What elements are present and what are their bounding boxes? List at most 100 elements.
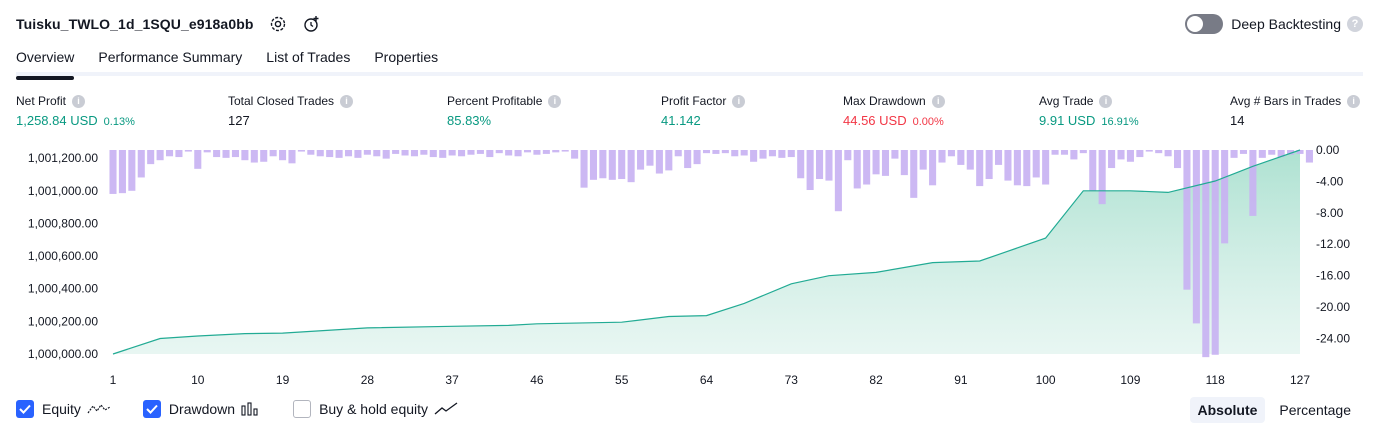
info-icon[interactable]: i	[548, 94, 562, 108]
tab-performance-summary[interactable]: Performance Summary	[98, 49, 243, 65]
mode-absolute[interactable]: Absolute	[1189, 397, 1266, 423]
metric-label: Avg # Bars in Trades	[1230, 94, 1342, 108]
help-icon[interactable]: ?	[1347, 16, 1363, 32]
drawdown-bar	[552, 150, 560, 153]
deep-backtesting-toggle[interactable]	[1185, 14, 1224, 34]
x-axis-tick-label: 91	[954, 373, 968, 387]
x-axis-tick-label: 73	[785, 373, 799, 387]
equity-checkbox[interactable]	[16, 400, 34, 418]
metric-value: 85.83%	[447, 113, 492, 128]
drawdown-bar	[241, 150, 249, 161]
drawdown-bar	[448, 150, 456, 156]
legend-drawdown[interactable]: Drawdown	[142, 400, 261, 418]
drawdown-bar	[806, 150, 814, 191]
x-axis-tick-label: 1	[110, 373, 117, 387]
drawdown-bar	[486, 150, 494, 158]
plot-area	[109, 149, 1313, 358]
drawdown-bar	[429, 150, 437, 158]
drawdown-bar	[787, 150, 795, 158]
drawdown-bar	[1145, 150, 1153, 152]
drawdown-bar	[1089, 150, 1097, 191]
drawdown-bar	[156, 150, 164, 161]
right-axis-tick-label: -16.00	[1316, 269, 1350, 283]
drawdown-bar	[316, 150, 324, 157]
left-axis-tick-label: 1,001,000.00	[28, 184, 98, 198]
value-mode-switch: Absolute Percentage	[1184, 397, 1360, 423]
buy-hold-checkbox[interactable]	[293, 400, 312, 418]
drawdown-bar	[684, 150, 692, 169]
drawdown-bar	[655, 150, 663, 174]
equity-drawdown-chart[interactable]: 1,000,000.00 1,000,200.00 1,000,400.00 1,00…	[0, 140, 1379, 390]
tab-list-of-trades[interactable]: List of Trades	[266, 49, 351, 65]
mode-percentage[interactable]: Percentage	[1279, 402, 1351, 418]
drawdown-bar	[147, 150, 155, 165]
drawdown-bar	[307, 150, 315, 155]
drawdown-bar	[966, 150, 974, 170]
x-axis-tick-label: 82	[869, 373, 883, 387]
drawdown-bar	[816, 150, 824, 180]
drawdown-bar	[382, 150, 390, 159]
drawdown-bar	[1221, 150, 1229, 244]
equity-line-icon	[87, 402, 111, 416]
drawdown-bar	[137, 150, 145, 178]
metric-label: Avg Trade	[1039, 94, 1094, 108]
drawdown-bar	[1098, 150, 1106, 205]
x-axis-tick-label: 55	[615, 373, 629, 387]
buy-hold-line-icon	[434, 402, 458, 416]
right-axis-tick-label: 0.00	[1316, 143, 1340, 157]
drawdown-bar	[1183, 150, 1191, 290]
drawdown-bar	[608, 150, 616, 180]
drawdown-bar	[1155, 150, 1163, 154]
drawdown-bar	[637, 150, 645, 170]
drawdown-bar	[929, 150, 937, 186]
drawdown-bar	[250, 150, 258, 163]
left-axis-tick-label: 1,000,000.00	[28, 347, 98, 361]
drawdown-bar	[1268, 150, 1276, 155]
drawdown-bar	[900, 150, 908, 176]
metric-value: 41.142	[661, 113, 701, 128]
drawdown-bar	[420, 150, 428, 155]
drawdown-bar	[618, 150, 626, 180]
drawdown-bar	[1211, 150, 1219, 355]
info-icon[interactable]: i	[732, 94, 746, 108]
drawdown-bar	[495, 150, 503, 154]
drawdown-bar	[1051, 150, 1059, 155]
tab-bar: Overview Performance Summary List of Tra…	[16, 44, 1363, 80]
drawdown-bar	[260, 150, 268, 162]
metric-value: 1,258.84 USD	[16, 113, 98, 128]
left-axis-tick-label: 1,000,200.00	[28, 314, 98, 328]
header: Tuisku_TWLO_1d_1SQU_e918a0bb	[16, 12, 322, 36]
tab-overview[interactable]: Overview	[16, 44, 75, 80]
drawdown-bar	[288, 150, 296, 164]
info-icon[interactable]: i	[72, 94, 86, 108]
deep-backtesting: Deep Backtesting ?	[1185, 14, 1363, 34]
info-icon[interactable]: i	[1099, 94, 1113, 108]
add-alert-icon[interactable]	[302, 14, 322, 34]
drawdown-bar	[354, 150, 362, 158]
gear-icon[interactable]	[268, 14, 288, 34]
legend-equity[interactable]: Equity	[16, 400, 111, 418]
left-axis-tick-label: 1,001,200.00	[28, 151, 98, 165]
drawdown-bar	[627, 150, 635, 183]
drawdown-bar	[891, 150, 899, 159]
info-icon[interactable]: i	[931, 94, 945, 108]
metric-label: Profit Factor	[661, 94, 727, 108]
info-icon[interactable]: i	[340, 94, 354, 108]
drawdown-bar	[646, 150, 654, 166]
drawdown-bar	[1023, 150, 1031, 187]
drawdown-checkbox[interactable]	[142, 400, 161, 418]
metric-value: 44.56 USD	[843, 113, 907, 128]
x-axis-tick-label: 10	[191, 373, 205, 387]
drawdown-bar	[721, 150, 729, 154]
right-axis-tick-label: -8.00	[1316, 206, 1344, 220]
drawdown-bar	[184, 150, 192, 152]
drawdown-bar	[1117, 150, 1125, 160]
tab-properties[interactable]: Properties	[374, 49, 439, 65]
drawdown-bar	[844, 150, 852, 161]
drawdown-bar	[458, 150, 466, 157]
info-icon[interactable]: i	[1347, 94, 1361, 108]
legend-buy-hold[interactable]: Buy & hold equity	[293, 400, 458, 418]
drawdown-bar	[1079, 150, 1087, 154]
chart-legend: Equity Drawdown Buy & hold equity	[16, 400, 490, 418]
drawdown-bar	[947, 150, 955, 157]
